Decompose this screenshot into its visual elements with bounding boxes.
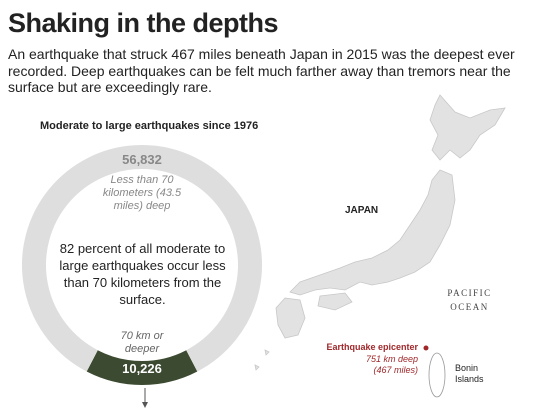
legend-entry: Less than 70 kilometers (43.5 miles) dee… [102, 174, 182, 212]
value-label: 56,832 [122, 152, 162, 167]
islands-label: Bonin Islands [455, 363, 484, 384]
map [254, 94, 506, 371]
bonin-outline [428, 352, 446, 398]
depth-label: 751 km deep (467 miles) [365, 354, 418, 375]
epicenter-dot [423, 345, 429, 351]
chart-title: Moderate to large earthquakes since 1976 [40, 120, 259, 132]
value-label: 10,226 [122, 361, 162, 376]
honshu [289, 169, 456, 296]
legend-entry: 70 km or deeper [120, 330, 164, 355]
ocean-label: PACIFIC OCEAN [447, 288, 492, 312]
donut-segment [22, 145, 262, 372]
epicenter-label: Earthquake epicenter [326, 342, 418, 352]
hokkaido [429, 94, 506, 161]
donut-segment [86, 350, 198, 385]
country-label: JAPAN [345, 205, 379, 216]
arrow-head [142, 402, 148, 408]
title: Shaking in the depths [8, 8, 279, 38]
shikoku [317, 292, 353, 311]
annotation: 82 percent of all moderate to large eart… [59, 241, 226, 307]
subtitle: An earthquake that struck 467 miles bene… [8, 46, 515, 95]
ryukyu [254, 349, 270, 371]
kyushu [275, 297, 306, 339]
